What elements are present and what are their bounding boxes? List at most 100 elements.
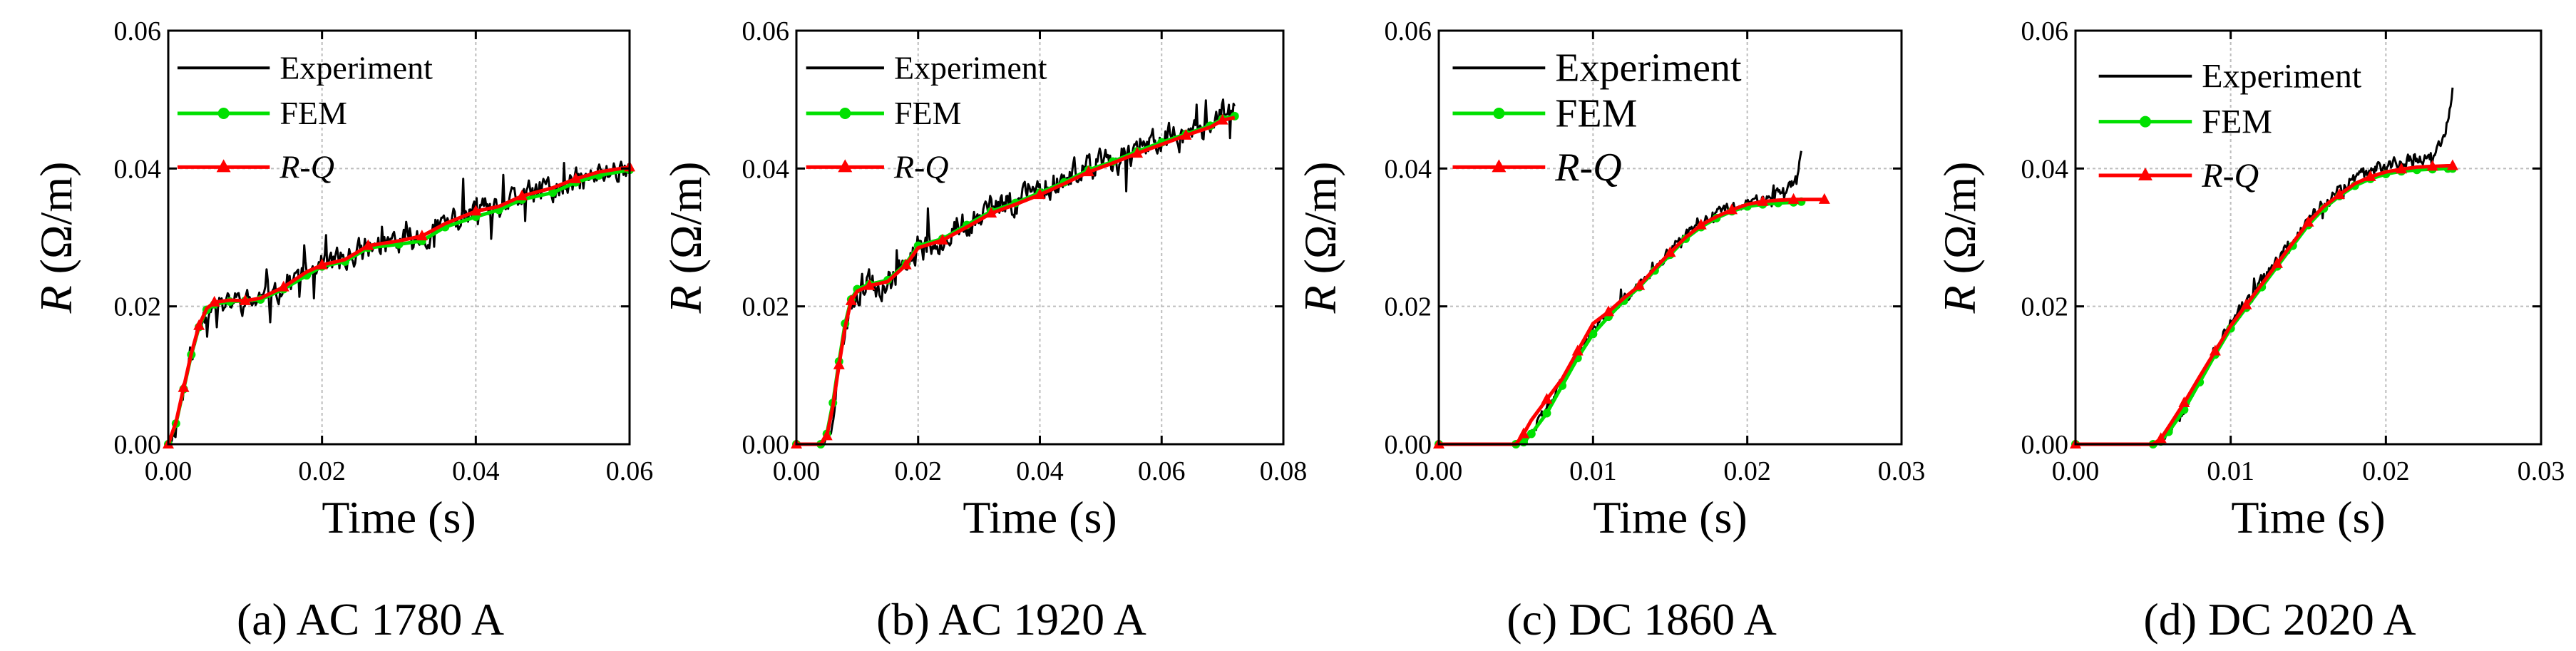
legend-marker-circle (839, 108, 851, 119)
legend-label-2: FEM (279, 95, 347, 131)
fem-point (1542, 409, 1551, 418)
y-tick-label: 0.06 (742, 16, 790, 46)
y-axis-unit: (Ω/m) (660, 162, 711, 286)
legend-label-1: Experiment (279, 49, 433, 86)
rq-point (2209, 344, 2221, 356)
legend-marker-triangle (216, 159, 231, 173)
y-tick-label: 0.02 (114, 292, 162, 322)
fem-point (1589, 329, 1598, 339)
y-tick-label: 0.06 (1385, 16, 1432, 46)
legend-marker-triangle (838, 159, 853, 173)
axes-frame (2074, 29, 2542, 446)
x-tick-label: 0.02 (298, 456, 346, 486)
rq-point (1633, 279, 1646, 290)
rq-point (1034, 188, 1046, 200)
x-tick-label: 0.02 (2362, 456, 2410, 486)
legend-label-2: FEM (2202, 103, 2272, 140)
legend-marker-triangle (1492, 159, 1507, 173)
panel-caption: (c) DC 1860 A (1507, 594, 1777, 645)
y-axis-title: R (Ω/m) (1934, 162, 1985, 314)
rq-point (193, 319, 205, 330)
panel-caption: (a) AC 1780 A (237, 594, 504, 645)
y-tick-label: 0.00 (114, 430, 162, 460)
rq-point (1695, 218, 1707, 230)
legend-label-1: Experiment (1555, 46, 1742, 91)
legend-marker-circle (217, 108, 230, 119)
y-axis-title: R (Ω/m) (1295, 162, 1345, 314)
rq-point (2240, 298, 2252, 309)
rq-point (1787, 193, 1800, 204)
x-axis-title: Time (s) (322, 492, 476, 543)
x-tick-label: 0.00 (1415, 456, 1463, 486)
y-tick-label: 0.02 (2021, 292, 2069, 322)
rq-point (1818, 193, 1830, 204)
y-tick-label: 0.00 (1385, 430, 1432, 460)
y-tick-label: 0.06 (2021, 16, 2069, 46)
x-tick-label: 0.01 (2207, 456, 2254, 486)
y-axis-title: R (Ω/m) (31, 162, 81, 314)
x-tick-label: 0.01 (1569, 456, 1617, 486)
chart-panel-4: 0.00 0.01 0.02 0.03 0.00 0.02 0.04 0.06 Time (s)… (1934, 16, 2565, 645)
rq-point (239, 294, 251, 305)
rq-point (1180, 128, 1192, 140)
rq-point (316, 258, 328, 270)
rq-point (208, 295, 220, 307)
rq-point (178, 381, 190, 392)
rq-point (833, 358, 845, 369)
rq-point (1726, 203, 1738, 215)
legend-label-3: R-Q (893, 149, 949, 185)
x-tick-label: 0.08 (1260, 456, 1308, 486)
rq-point (2426, 160, 2438, 171)
x-tick-label: 0.00 (145, 456, 193, 486)
rq-point (2446, 159, 2458, 170)
rq-point (936, 233, 948, 245)
y-tick-label: 0.02 (742, 292, 790, 322)
y-axis-unit: (Ω/m) (31, 162, 81, 286)
y-tick-label: 0.00 (742, 430, 790, 460)
rq-point (1571, 344, 1584, 356)
x-tick-label: 0.03 (2518, 456, 2565, 486)
rq-point (2155, 432, 2167, 444)
rq-point (362, 239, 374, 250)
x-tick-label: 0.02 (1723, 456, 1771, 486)
legend-label-3: R-Q (1554, 145, 1621, 190)
legend-marker-circle (1493, 108, 1505, 119)
rq-point (416, 230, 428, 241)
panel-caption: (d) DC 2020 A (2143, 594, 2416, 645)
x-tick-label: 0.06 (1138, 456, 1186, 486)
x-axis-title: Time (s) (963, 492, 1117, 543)
rq-point (1132, 147, 1144, 158)
plot-area (168, 31, 630, 444)
x-tick-label: 0.00 (773, 456, 821, 486)
y-tick-label: 0.04 (114, 154, 162, 184)
x-axis-title: Time (s) (1593, 492, 1747, 543)
y-axis-var: R (31, 285, 81, 314)
fem-point (1526, 429, 1536, 439)
rq-point (1757, 195, 1769, 206)
legend-label-2: FEM (1555, 91, 1637, 135)
legend-marker-triangle (2138, 168, 2152, 180)
y-axis-title: R (Ω/m) (660, 162, 711, 314)
series-line-rq (796, 116, 1236, 446)
rq-point (1602, 305, 1614, 317)
rq-point (570, 172, 582, 183)
y-tick-label: 0.06 (114, 16, 162, 46)
y-axis-var: R (1934, 285, 1985, 314)
rq-point (845, 294, 857, 305)
rq-point (2334, 188, 2346, 200)
rq-point (1082, 165, 1094, 177)
legend-label-3: R-Q (279, 149, 334, 185)
x-tick-label: 0.04 (1016, 456, 1064, 486)
rq-point (470, 205, 482, 216)
axes-frame (167, 29, 631, 446)
chart-panel-2: 0.00 0.02 0.04 0.06 0.08 0.00 0.02 0.04 0.06 Time… (660, 16, 1307, 645)
rq-point (900, 258, 912, 270)
chart-panel-3: 0.00 0.01 0.02 0.03 0.00 0.02 0.04 0.06 Time (s)… (1295, 16, 1925, 645)
panel-caption: (b) AC 1920 A (876, 594, 1146, 645)
fem-point (548, 188, 558, 198)
series-line-rq (1439, 198, 1825, 446)
rq-point (516, 190, 528, 200)
x-tick-label: 0.03 (1878, 456, 1926, 486)
y-tick-label: 0.04 (1385, 154, 1432, 184)
